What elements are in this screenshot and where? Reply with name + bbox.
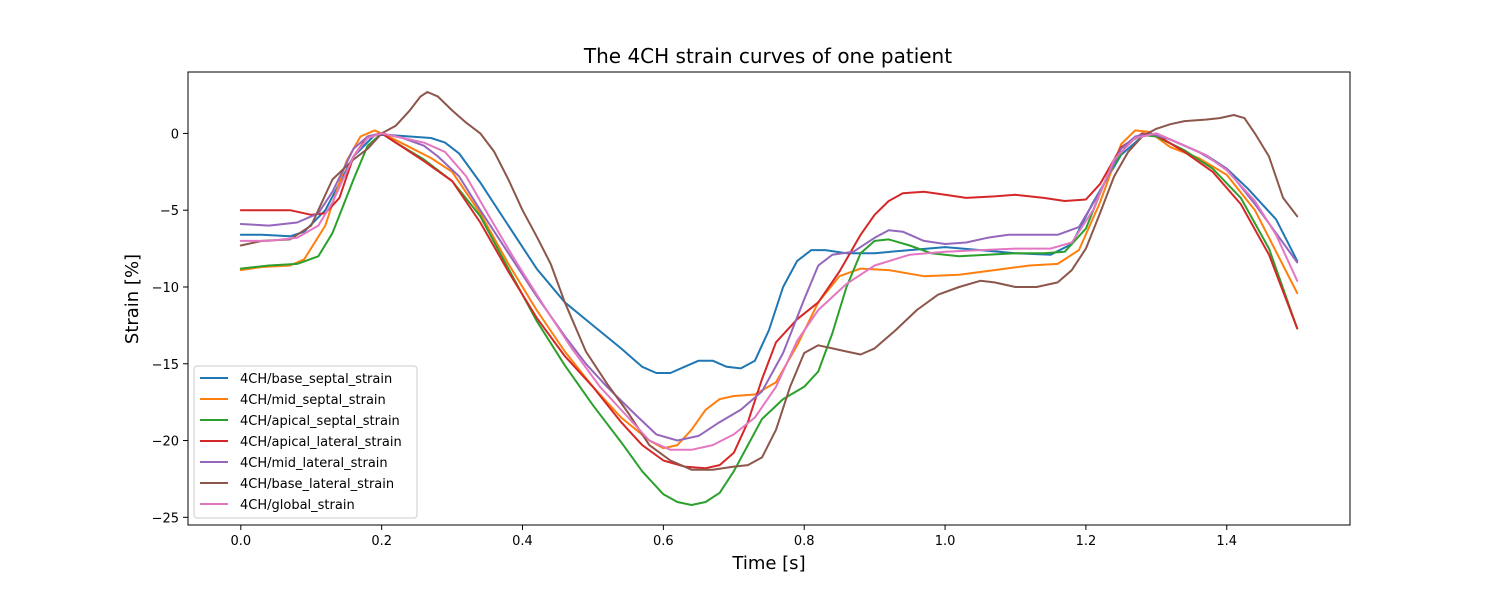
- x-tick-label: 0.4: [512, 534, 533, 549]
- x-tick-label: 0.0: [230, 534, 251, 549]
- y-tick-label: −15: [152, 358, 179, 373]
- y-axis: 0 −5 −10 −15 −20 −25: [152, 127, 188, 526]
- y-tick-label: −5: [160, 204, 179, 219]
- legend-label: 4CH/base_septal_strain: [240, 372, 392, 387]
- series-line-5: [239, 132, 1299, 442]
- y-tick-label: −25: [152, 511, 179, 526]
- chart-title: The 4CH strain curves of one patient: [583, 44, 952, 68]
- x-tick-label: 1.2: [1076, 534, 1097, 549]
- x-tick-label: 0.6: [653, 534, 674, 549]
- plot-frame: [187, 71, 1351, 526]
- y-tick-label: −10: [152, 281, 179, 296]
- series-line-1: [239, 132, 1299, 374]
- legend-label: 4CH/apical_septal_strain: [240, 414, 400, 429]
- legend-box: [193, 365, 418, 519]
- plot-lines: [239, 91, 1299, 506]
- legend-label: 4CH/base_lateral_strain: [240, 477, 394, 492]
- y-tick-label: −20: [152, 435, 179, 450]
- series-line-4: [239, 132, 1299, 470]
- legend-label: 4CH/global_strain: [240, 498, 355, 513]
- x-tick-label: 1.0: [935, 534, 956, 549]
- x-tick-label: 1.4: [1216, 534, 1237, 549]
- legend-label: 4CH/mid_lateral_strain: [240, 456, 388, 471]
- y-tick-label: 0: [171, 127, 179, 142]
- y-axis-label: Strain [%]: [122, 254, 143, 344]
- x-axis: 0.0 0.2 0.4 0.6 0.8 1.0 1.2 1.4: [230, 525, 1237, 549]
- x-tick-label: 0.2: [371, 534, 392, 549]
- x-axis-label: Time [s]: [731, 553, 805, 574]
- legend: 4CH/base_septal_strain 4CH/mid_septal_str…: [193, 365, 418, 519]
- legend-label: 4CH/apical_lateral_strain: [240, 435, 402, 450]
- x-tick-label: 0.8: [794, 534, 815, 549]
- legend-label: 4CH/mid_septal_strain: [240, 393, 386, 408]
- series-line-7: [239, 132, 1299, 451]
